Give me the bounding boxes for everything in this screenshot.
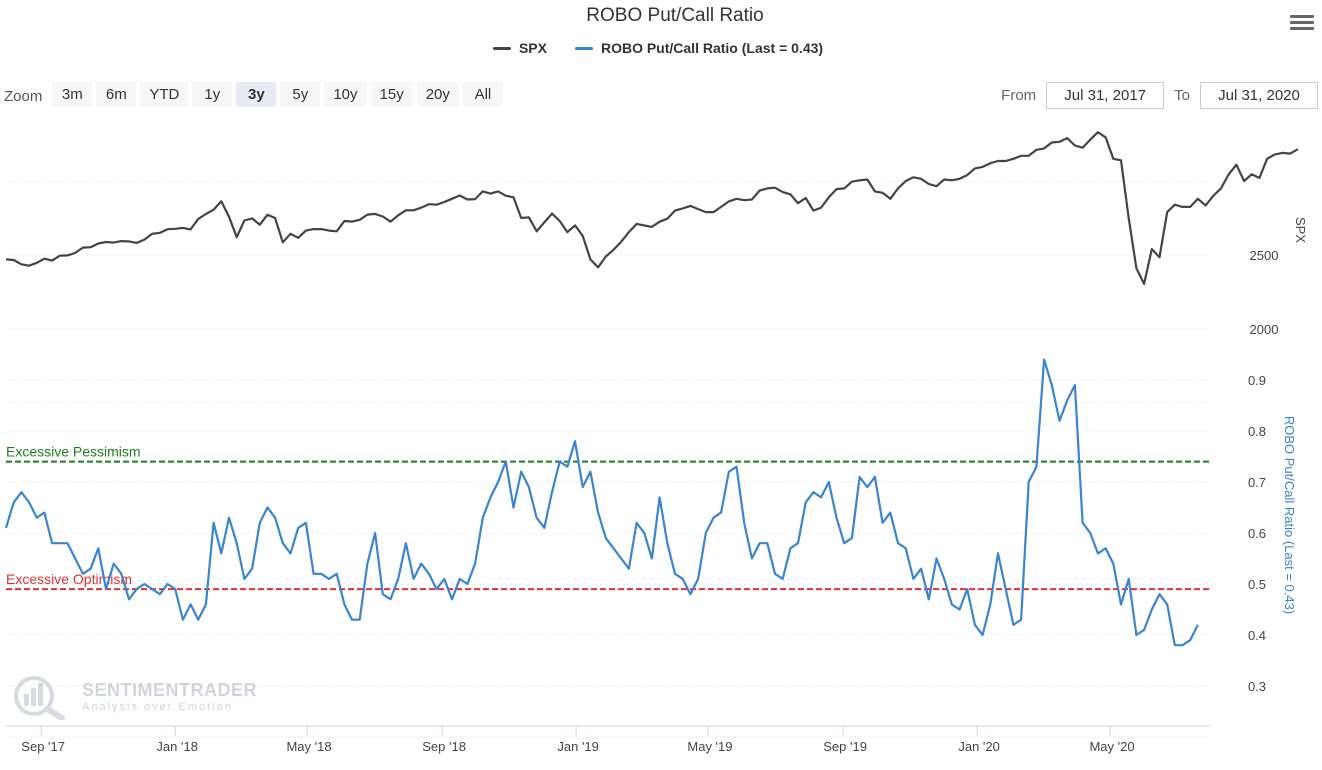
x-tick-label-0: Sep '17 <box>21 739 65 754</box>
legend-item-robo[interactable]: ROBO Put/Call Ratio (Last = 0.43) <box>574 40 824 56</box>
watermark-tagline: Analysis over Emotion <box>82 700 233 713</box>
legend-label-robo: ROBO Put/Call Ratio (Last = 0.43) <box>600 40 824 56</box>
x-tick-label-5: May '19 <box>687 739 732 754</box>
reference-line-label-1: Excessive Optimism <box>6 571 132 587</box>
zoom-button-5y[interactable]: 5y <box>280 82 321 107</box>
zoom-label: Zoom <box>4 88 43 105</box>
robo-y-tick-label-4: 0.7 <box>1248 475 1266 490</box>
x-tick-label-2: May '18 <box>286 739 331 754</box>
zoom-button-all[interactable]: All <box>462 82 503 107</box>
x-tick-label-3: Sep '18 <box>422 739 466 754</box>
zoom-button-3y[interactable]: 3y <box>236 82 277 107</box>
zoom-toolbar: Zoom 3m 6m YTD 1y 3y 5y 10y 15y 20y All <box>4 82 503 107</box>
robo-y-tick-label-0: 0.3 <box>1248 679 1266 694</box>
x-tick-label-7: Jan '20 <box>958 739 1000 754</box>
zoom-button-6m[interactable]: 6m <box>96 82 137 107</box>
x-tick-label-4: Jan '19 <box>557 739 599 754</box>
to-label: To <box>1174 87 1190 104</box>
legend-item-spx[interactable]: SPX <box>492 40 547 56</box>
x-tick-label-1: Jan '18 <box>156 739 198 754</box>
spx-axis-title: SPX <box>1293 217 1308 243</box>
robo-y-tick-label-3: 0.6 <box>1248 526 1266 541</box>
zoom-button-10y[interactable]: 10y <box>324 82 367 107</box>
legend: SPX ROBO Put/Call Ratio (Last = 0.43) <box>0 40 1316 56</box>
watermark: SENTIMENTRADER Analysis over Emotion <box>12 672 257 720</box>
from-date-input[interactable]: Jul 31, 2017 <box>1046 82 1165 109</box>
x-tick-label-6: Sep '19 <box>823 739 867 754</box>
legend-label-spx: SPX <box>518 40 547 56</box>
watermark-title: SENTIMENTRADER <box>82 679 258 700</box>
robo-y-tick-label-1: 0.4 <box>1248 628 1266 643</box>
spx-y-tick-label-1: 2500 <box>1250 248 1279 263</box>
robo-y-tick-label-6: 0.9 <box>1248 373 1266 388</box>
zoom-button-1y[interactable]: 1y <box>192 82 233 107</box>
watermark-logo-icon <box>14 676 65 720</box>
date-range: From Jul 31, 2017 To Jul 31, 2020 <box>1001 82 1318 109</box>
robo-y-tick-label-2: 0.5 <box>1248 577 1266 592</box>
zoom-button-3m[interactable]: 3m <box>52 82 93 107</box>
robo-axis-title: ROBO Put/Call Ratio (Last = 0.43) <box>1282 416 1297 614</box>
zoom-button-ytd[interactable]: YTD <box>140 82 189 107</box>
legend-swatch-spx <box>492 46 511 50</box>
chart-title: ROBO Put/Call Ratio <box>586 5 764 26</box>
x-tick-label-8: May '20 <box>1089 739 1134 754</box>
to-date-input[interactable]: Jul 31, 2020 <box>1200 82 1318 109</box>
robo-series-line <box>4 358 1199 647</box>
hamburger-menu-icon[interactable] <box>1290 12 1314 34</box>
zoom-button-15y[interactable]: 15y <box>370 82 413 107</box>
zoom-button-20y[interactable]: 20y <box>416 82 459 107</box>
legend-swatch-robo <box>574 46 593 50</box>
reference-line-label-0: Excessive Pessimism <box>6 444 141 460</box>
spx-series-line <box>5 131 1299 285</box>
spx-y-tick-label-0: 2000 <box>1250 322 1279 337</box>
robo-y-tick-label-5: 0.8 <box>1248 424 1266 439</box>
from-label: From <box>1001 87 1037 104</box>
